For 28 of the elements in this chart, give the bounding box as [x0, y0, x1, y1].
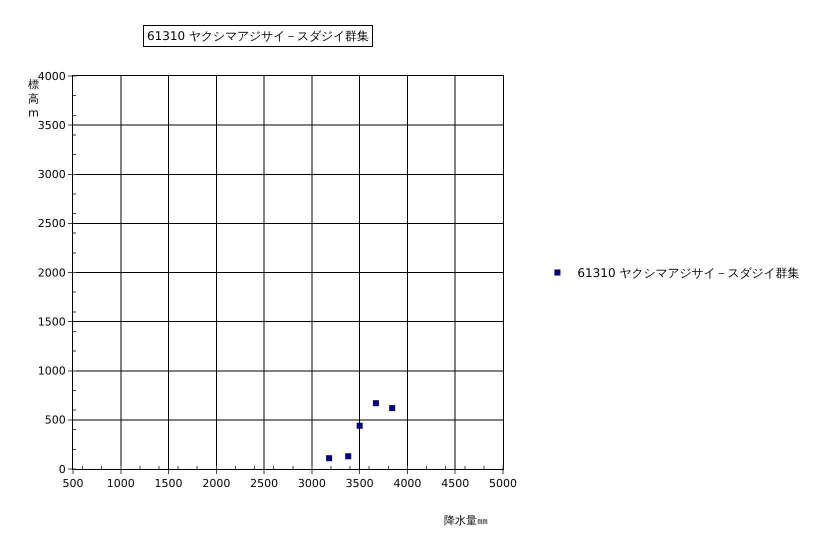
- y-axis-title: 標高m: [28, 78, 39, 120]
- y-tick-label: 2500: [38, 217, 66, 230]
- x-tick-label: 4500: [441, 477, 470, 490]
- x-tick-label: 4000: [393, 477, 422, 490]
- y-tick-label: 1500: [38, 315, 66, 328]
- y-tick-label: 500: [44, 414, 66, 427]
- y-tick-label: 0: [58, 462, 66, 476]
- x-tick-label: 2000: [202, 477, 230, 490]
- y-tick-label: 2000: [38, 266, 66, 280]
- x-tick-label: 1500: [154, 477, 183, 490]
- x-tick-label: 3500: [346, 477, 374, 490]
- x-tick-label: 5000: [489, 477, 517, 490]
- point: [389, 405, 396, 412]
- legend-label: 61310 ヤクシマアジサイ－スダジイ群集: [577, 266, 800, 280]
- y-tick-label: 3500: [38, 118, 66, 132]
- x-tick-label: 2500: [250, 477, 278, 490]
- y-tick-label: 3000: [38, 168, 66, 182]
- x-axis-title: 降水量㎜: [444, 514, 488, 527]
- chart-title: 61310 ヤクシマアジサイ－スダジイ群集: [147, 29, 369, 43]
- point: [372, 400, 379, 406]
- point: [326, 455, 332, 462]
- y-tick-label: 1000: [38, 364, 66, 378]
- x-tick-label: 3000: [298, 477, 326, 490]
- point: [356, 422, 363, 429]
- x-tick-label: 500: [62, 477, 84, 490]
- point: [345, 453, 352, 460]
- y-tick-label: 4000: [38, 70, 66, 83]
- x-tick-label: 1000: [106, 477, 135, 490]
